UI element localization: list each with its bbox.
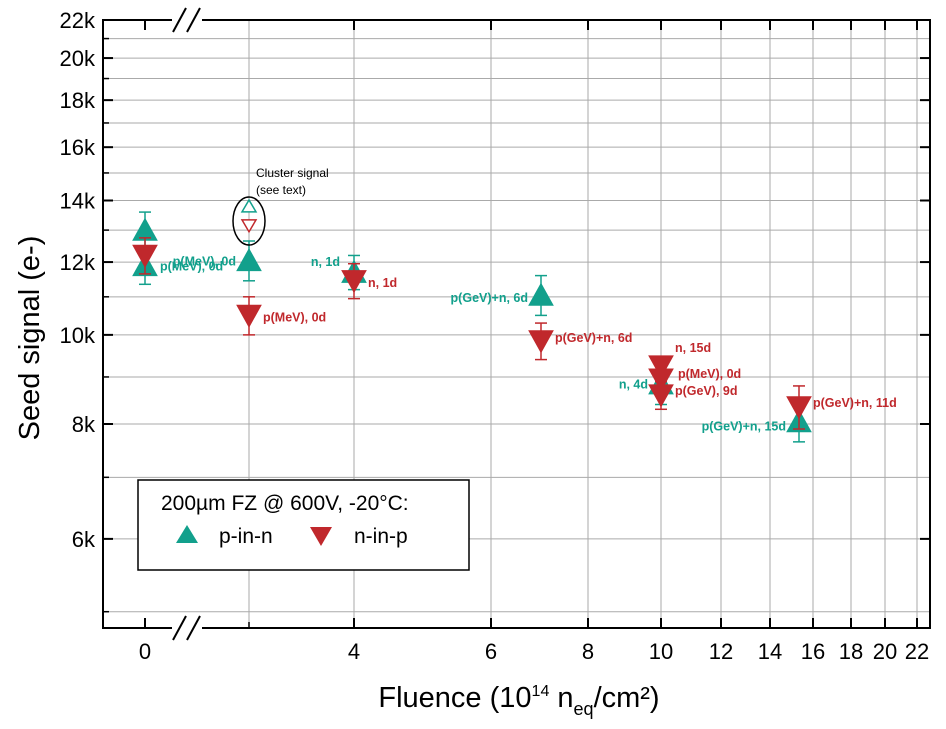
- x-title-tail: /cm²): [594, 682, 660, 714]
- n-in-p-point-label: p(MeV), 0d: [678, 367, 741, 381]
- p-in-n-marker: [236, 247, 262, 272]
- legend-triangle-down-marker: [310, 527, 332, 546]
- legend-triangle-up-marker: [176, 525, 198, 543]
- y-tick-label: 16k: [60, 135, 96, 160]
- cluster-n-in-p-marker: [240, 219, 258, 234]
- y-axis-ticks: 6k 8k 10k 12k 14k 16k 18k 20k 22k: [60, 8, 930, 613]
- axis-break-gap: [172, 624, 202, 632]
- point-labels: p(MeV), 0dp(MeV), 0d n, 1dp(GeV)+n, 6dn, …: [160, 254, 897, 433]
- x-axis-ticks: 0 4 6 8 10 12 14 16 18 20 22: [139, 20, 929, 664]
- annotation-line-1: Cluster signal: [256, 166, 329, 180]
- p-in-n-point-label: p(GeV)+n, 6d: [451, 291, 528, 305]
- x-title-sup: 14: [532, 683, 550, 700]
- n-in-p-point-label: p(MeV), 0d: [263, 310, 326, 324]
- y-tick-label: 12k: [60, 250, 96, 275]
- n-in-p-marker: [648, 384, 674, 408]
- n-in-p-point-label: p(GeV)+n, 11d: [813, 396, 897, 410]
- y-tick-label: 18k: [60, 88, 96, 113]
- x-tick-label: 4: [348, 639, 360, 664]
- axis-break-marks: [172, 7, 202, 641]
- axis-break-slash: [172, 615, 187, 641]
- p-in-n-point-label: p(GeV)+n, 15d: [702, 420, 786, 434]
- p-in-n-point-label: p(MeV), 0d: [173, 254, 236, 268]
- n-in-p-marker: [648, 355, 674, 379]
- grid: [103, 20, 930, 628]
- p-in-n-point-label: p(MeV), 0d: [160, 259, 223, 273]
- x-tick-label: 22: [905, 639, 929, 664]
- legend: 200µm FZ @ 600V, -20°C: p-in-n n-in-p: [137, 479, 470, 571]
- n-in-p-marker: [528, 330, 554, 354]
- p-in-n-marker: [528, 282, 554, 306]
- legend-entry-p-in-n: p-in-n: [219, 525, 273, 548]
- y-tick-label: 14k: [60, 189, 96, 214]
- n-in-p-point-label: n, 1d: [368, 276, 397, 290]
- axis-break-slash: [172, 7, 187, 33]
- n-in-p-point-label: n, 15d: [675, 341, 711, 355]
- axis-break-slash: [186, 615, 201, 641]
- y-tick-label: 22k: [60, 8, 96, 33]
- x-tick-label: 14: [758, 639, 782, 664]
- plot-frame: [102, 19, 931, 629]
- x-tick-label: 18: [839, 639, 863, 664]
- legend-box: [137, 479, 470, 571]
- data-points: [132, 198, 812, 443]
- n-in-p-marker: [786, 396, 812, 420]
- y-axis-title: Seed signal (e-): [14, 236, 46, 441]
- x-tick-label: 16: [801, 639, 825, 664]
- x-tick-label: 0: [139, 639, 151, 664]
- x-tick-label: 20: [873, 639, 897, 664]
- y-tick-label: 10k: [60, 323, 96, 348]
- legend-entry-n-in-p: n-in-p: [354, 525, 408, 548]
- x-tick-label: 8: [582, 639, 594, 664]
- cluster-signal-ellipse: [232, 196, 266, 246]
- p-in-n-point-label: n, 1d: [311, 255, 340, 269]
- cluster-signal-annotation: Cluster signal (see text): [232, 166, 329, 246]
- y-tick-label: 8k: [72, 412, 96, 437]
- x-title-mid: n: [549, 682, 573, 714]
- x-axis-title: Fluence (1014 neq/cm²): [378, 682, 659, 719]
- x-tick-label: 10: [649, 639, 673, 664]
- x-title-sub: eq: [574, 699, 594, 719]
- x-tick-label: 6: [485, 639, 497, 664]
- n-in-p-point-label: p(GeV), 9d: [675, 384, 738, 398]
- x-tick-label: 12: [709, 639, 733, 664]
- axis-break-gap: [172, 16, 202, 24]
- cluster-p-in-n-marker: [240, 198, 258, 213]
- axes: [102, 19, 931, 629]
- n-in-p-point-label: p(GeV)+n, 6d: [555, 331, 632, 345]
- n-in-p-marker: [648, 368, 674, 392]
- x-title-main: Fluence (10: [378, 682, 531, 714]
- p-in-n-point-label: n, 4d: [619, 378, 648, 392]
- axis-break-slash: [186, 7, 201, 33]
- p-in-n-marker: [132, 217, 158, 241]
- n-in-p-marker: [341, 270, 367, 294]
- y-tick-label: 6k: [72, 527, 96, 552]
- annotation-line-2: (see text): [256, 183, 306, 197]
- n-in-p-marker: [132, 244, 158, 268]
- n-in-p-marker: [236, 304, 262, 328]
- legend-title: 200µm FZ @ 600V, -20°C:: [161, 492, 409, 515]
- y-tick-label: 20k: [60, 46, 96, 71]
